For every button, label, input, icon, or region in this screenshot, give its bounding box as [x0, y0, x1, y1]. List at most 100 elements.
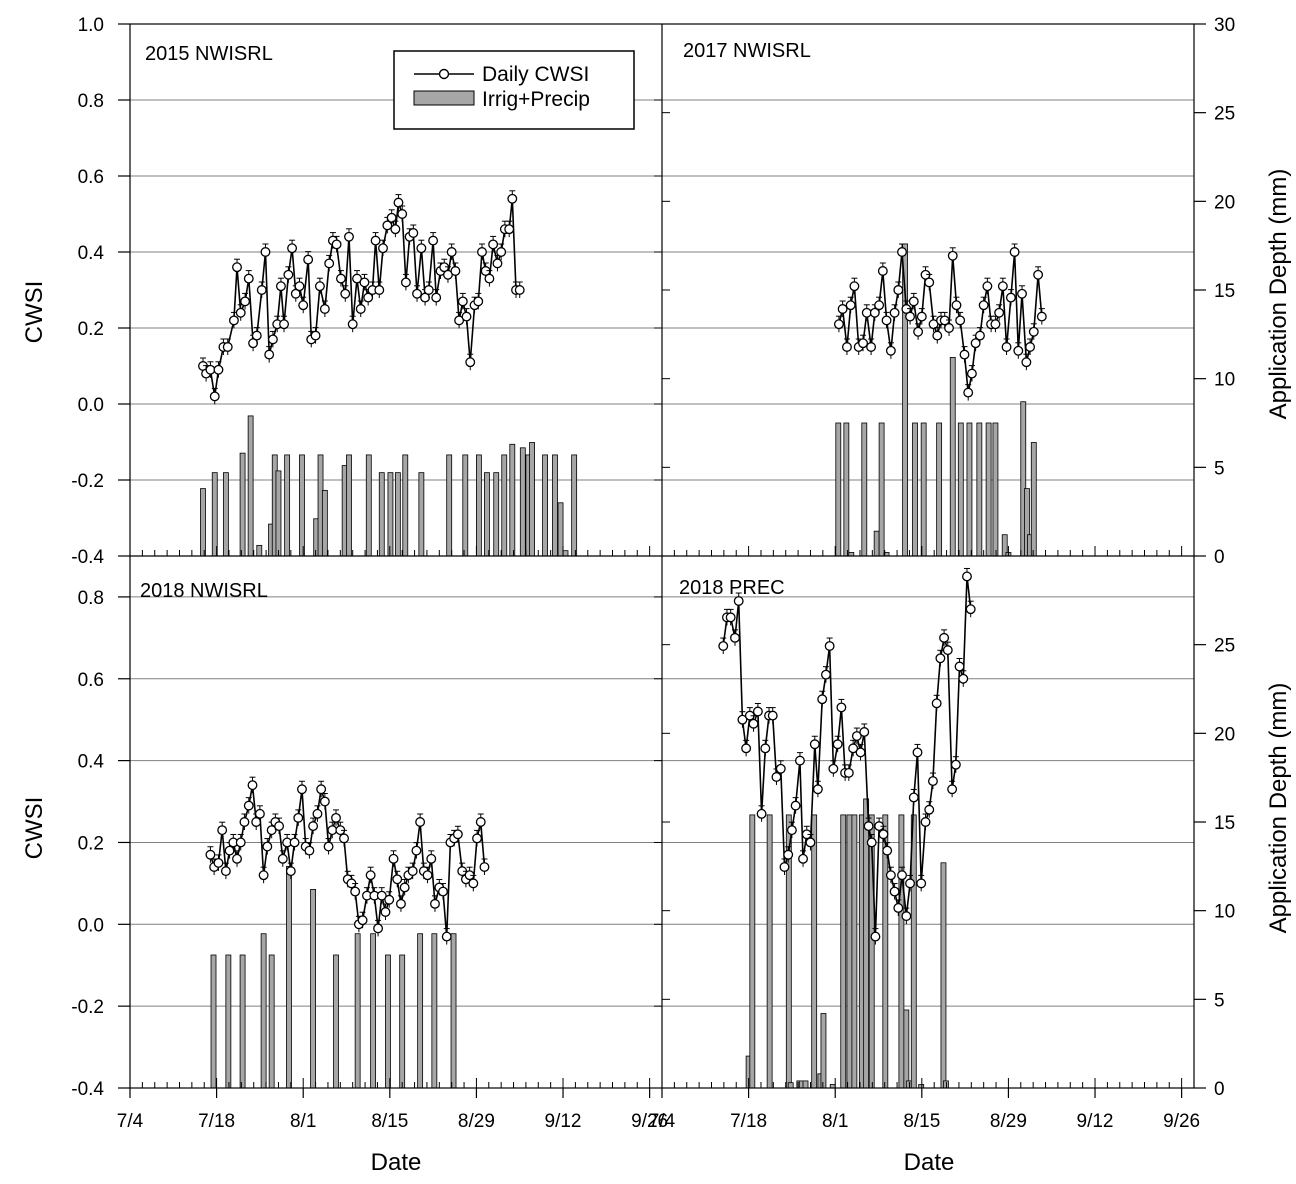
- cwsi-point: [927, 776, 938, 787]
- cwsi-point: [308, 821, 319, 832]
- cwsi-point: [809, 739, 820, 750]
- cwsi-point: [393, 197, 404, 208]
- y-tick-label-right: 15: [1214, 281, 1235, 302]
- cwsi-point: [842, 342, 852, 352]
- cwsi-point: [415, 817, 426, 827]
- cwsi-point: [397, 209, 408, 219]
- cwsi-point: [287, 243, 298, 254]
- x-tick-label: 9/12: [545, 1111, 582, 1132]
- cwsi-point: [446, 247, 457, 257]
- cwsi-point: [380, 907, 391, 917]
- application-bar: [385, 954, 391, 1089]
- cwsi-point: [392, 874, 403, 885]
- panel-top-right: [662, 99, 1194, 557]
- y-tick-label-left: 1.0: [78, 15, 104, 36]
- cwsi-point: [866, 342, 877, 352]
- cwsi-point: [790, 800, 801, 811]
- application-bar: [418, 472, 425, 557]
- cwsi-point: [817, 694, 828, 705]
- cwsi-point: [990, 319, 1001, 330]
- cwsi-point: [283, 269, 294, 280]
- cwsi-point: [319, 796, 330, 807]
- application-bar: [966, 422, 973, 557]
- cwsi-point: [916, 878, 927, 889]
- cwsi-point: [932, 330, 943, 341]
- cwsi-point: [248, 338, 259, 349]
- y-tick-label-right: 15: [1214, 813, 1235, 834]
- cwsi-point: [314, 281, 325, 292]
- cwsi-point: [905, 311, 916, 322]
- cwsi-point: [730, 632, 740, 643]
- x-tick-label: 7/18: [198, 1111, 235, 1132]
- application-bar: [898, 814, 905, 1089]
- cwsi-point: [258, 870, 269, 881]
- cwsi-point: [1033, 269, 1044, 280]
- legend: Daily CWSI Irrig+Precip: [393, 50, 635, 130]
- application-bar: [840, 814, 847, 1089]
- cwsi-point: [931, 698, 942, 709]
- application-bar: [493, 472, 500, 557]
- cwsi-point: [916, 311, 927, 322]
- y-axis-title-right-bottom: Application Depth (mm): [1265, 683, 1292, 934]
- cwsi-point: [240, 296, 251, 307]
- cwsi-point: [939, 632, 950, 643]
- y-tick-label-right: 25: [1214, 104, 1235, 125]
- cwsi-point: [893, 285, 904, 295]
- application-bar: [519, 447, 526, 557]
- application-bar: [354, 933, 361, 1089]
- cwsi-point: [319, 304, 330, 314]
- cwsi-point: [942, 645, 953, 656]
- cwsi-point: [947, 784, 958, 795]
- x-tick-label: 9/12: [1077, 1111, 1114, 1132]
- cwsi-point: [260, 247, 271, 257]
- application-bar: [992, 422, 999, 557]
- y-tick-label-left: 0.0: [78, 915, 104, 936]
- x-tick-label: 9/26: [631, 1111, 668, 1132]
- cwsi-point: [994, 307, 1005, 318]
- application-bar: [256, 544, 263, 557]
- cwsi-point: [924, 277, 935, 288]
- cwsi-point: [243, 800, 254, 811]
- application-bar: [940, 862, 947, 1089]
- application-bar: [394, 472, 401, 557]
- cwsi-point: [962, 571, 972, 582]
- cwsi-point: [473, 296, 484, 307]
- application-bar: [450, 933, 457, 1089]
- y-tick-label-left: -0.2: [71, 471, 104, 492]
- y-tick-label-left: 0.2: [78, 833, 104, 854]
- cwsi-point: [331, 812, 341, 823]
- panel-bottom-left: [130, 596, 662, 1089]
- application-bar: [333, 954, 339, 1089]
- application-bar: [387, 472, 394, 557]
- cwsi-point: [312, 808, 323, 819]
- cwsi-point: [335, 273, 346, 284]
- cwsi-point: [350, 886, 361, 897]
- cwsi-point: [294, 281, 305, 292]
- application-bar: [861, 422, 868, 557]
- y-tick-label-left: 0.0: [78, 395, 104, 416]
- cwsi-point: [978, 300, 989, 311]
- cwsi-point: [845, 300, 856, 311]
- y-tick-label-left: -0.4: [71, 547, 104, 568]
- x-axis-title-left: Date: [371, 1149, 422, 1176]
- cwsi-point: [783, 849, 794, 860]
- application-bar: [843, 422, 850, 557]
- cwsi-point: [812, 784, 823, 795]
- cwsi-point: [901, 911, 912, 922]
- cwsi-point: [327, 825, 338, 836]
- cwsi-point: [965, 604, 976, 615]
- application-bar: [399, 954, 406, 1089]
- cwsi-point: [251, 330, 262, 341]
- y-tick-label-left: 0.4: [78, 752, 105, 773]
- cwsi-point: [912, 747, 923, 758]
- application-bar: [903, 1009, 910, 1089]
- cwsi-point: [760, 743, 771, 754]
- cwsi-point: [316, 784, 327, 795]
- application-bar: [211, 472, 218, 557]
- cwsi-point: [289, 837, 300, 848]
- cwsi-point: [277, 853, 288, 864]
- cwsi-point: [833, 319, 844, 330]
- cwsi-point: [232, 853, 242, 864]
- cwsi-point: [837, 304, 848, 314]
- cwsi-point: [484, 273, 495, 284]
